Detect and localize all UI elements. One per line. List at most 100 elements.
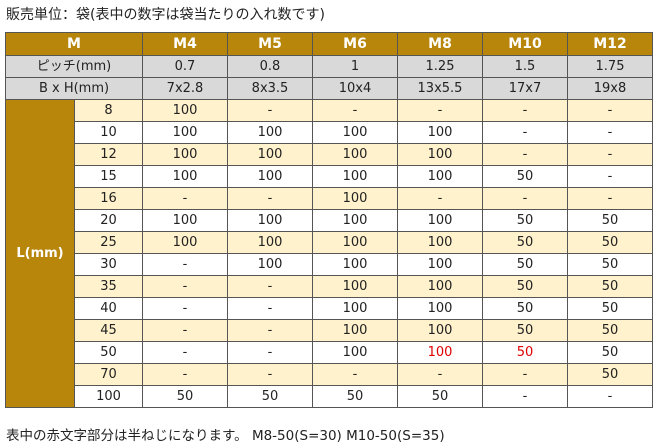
table-row: 40- -100 100 50 50 [6,297,653,320]
length-cell: 8 [74,99,143,122]
quantity-cell: 100 [397,253,483,276]
quantity-cell: 50 [567,341,653,364]
pitch-row: ピッチ(mm) 0.7 0.8 1 1.25 1.5 1.75 [5,55,653,78]
quantity-cell: 100 [142,99,228,122]
length-axis-label: L(mm) [5,99,75,408]
size-header: M5 [227,32,313,56]
quantity-cell: 50 [312,385,398,408]
quantity-cell: - [482,363,568,386]
quantity-cell: 100 [312,319,398,342]
quantity-cell: - [227,187,313,210]
length-cell: 10 [74,121,143,144]
quantity-cell: 50 [482,275,568,298]
quantity-cell: 50 [567,231,653,254]
quantity-cell: 100 [312,253,398,276]
quantity-cell: 100 [397,231,483,254]
quantity-cell: - [567,99,653,122]
length-cell: 70 [74,363,143,386]
quantity-cell: 100 [312,209,398,232]
size-header: M4 [142,32,228,56]
quantity-cell: 50 [567,363,653,386]
quantity-cell: 50 [482,165,568,188]
quantity-cell: 100 [397,341,483,364]
sales-unit-caption: 販売単位：袋(表中の数字は袋当たりの入れ数です) [6,7,325,23]
quantity-cell: 100 [142,121,228,144]
quantity-cell: 50 [482,231,568,254]
quantity-cell: 100 [227,121,313,144]
bxh-label: B x H(mm) [5,77,143,100]
quantity-cell: 100 [142,231,228,254]
table-row: 50- -100 100 50 50 [6,341,653,364]
length-cell: 25 [74,231,143,254]
quantity-cell: - [142,319,228,342]
quantity-cell: - [227,275,313,298]
size-header: M10 [482,32,568,56]
quantity-cell: - [142,187,228,210]
quantity-cell: - [567,165,653,188]
quantity-cell: - [567,143,653,166]
quantity-cell: 100 [397,143,483,166]
quantity-cell: - [142,363,228,386]
size-header: M8 [397,32,483,56]
length-cell: 100 [74,385,143,408]
table-row: 100 50 50 50 50- - [6,385,653,408]
quantity-cell: 50 [227,385,313,408]
quantity-cell: 100 [312,165,398,188]
pitch-label: ピッチ(mm) [5,55,143,78]
table-row: 70- - - - -50 [6,363,653,386]
quantity-cell: 100 [397,165,483,188]
table-row: 35- -100 100 50 50 [6,275,653,298]
bolt-quantity-table: M M4 M5 M6 M8 M10 M12 ピッチ(mm) 0.7 0.8 1 … [5,32,653,408]
quantity-cell: 50 [482,297,568,320]
quantity-cell: 50 [397,385,483,408]
quantity-cell: 100 [397,319,483,342]
quantity-cell: - [482,99,568,122]
length-cell: 30 [74,253,143,276]
quantity-cell: 100 [312,121,398,144]
quantity-cell: - [567,121,653,144]
length-cell: 16 [74,187,143,210]
table-row: 12 100 100 100 100- - [6,143,653,166]
table-row: 15 100 100 100 100 50- [6,165,653,188]
quantity-cell: 100 [227,143,313,166]
bxh-value: 8x3.5 [227,77,313,100]
quantity-cell: - [227,319,313,342]
size-header: M6 [312,32,398,56]
length-cell: 15 [74,165,143,188]
table-row: 25 100 100 100 100 50 50 [6,231,653,254]
quantity-cell: 100 [397,121,483,144]
quantity-cell: 50 [567,297,653,320]
quantity-cell: - [312,99,398,122]
quantity-cell: - [567,385,653,408]
bxh-value: 19x8 [567,77,653,100]
quantity-cell: - [142,275,228,298]
pitch-value: 1.5 [482,55,568,78]
pitch-value: 1.75 [567,55,653,78]
quantity-cell: 50 [567,209,653,232]
table-row: 20 100 100 100 100 50 50 [6,209,653,232]
quantity-cell: - [397,363,483,386]
quantity-cell: - [397,187,483,210]
quantity-cell: 100 [312,143,398,166]
size-column-header: M [5,32,143,56]
quantity-cell: 50 [142,385,228,408]
quantity-cell: - [142,341,228,364]
table-row: 30-100 100 100 50 50 [6,253,653,276]
table-row: 16- -100- - - [6,187,653,210]
quantity-cell: 50 [482,341,568,364]
size-header-row: M M4 M5 M6 M8 M10 M12 [5,32,653,56]
pitch-value: 1 [312,55,398,78]
bxh-value: 7x2.8 [142,77,228,100]
quantity-cell: 100 [312,297,398,320]
bxh-value: 13x5.5 [397,77,483,100]
length-cell: 45 [74,319,143,342]
length-cell: 40 [74,297,143,320]
length-cell: 12 [74,143,143,166]
quantity-cell: 100 [312,341,398,364]
quantity-cell: - [312,363,398,386]
quantity-cell: - [227,99,313,122]
quantity-cell: 100 [227,165,313,188]
quantity-cell: 100 [397,275,483,298]
quantity-cell: - [142,297,228,320]
pitch-value: 0.7 [142,55,228,78]
